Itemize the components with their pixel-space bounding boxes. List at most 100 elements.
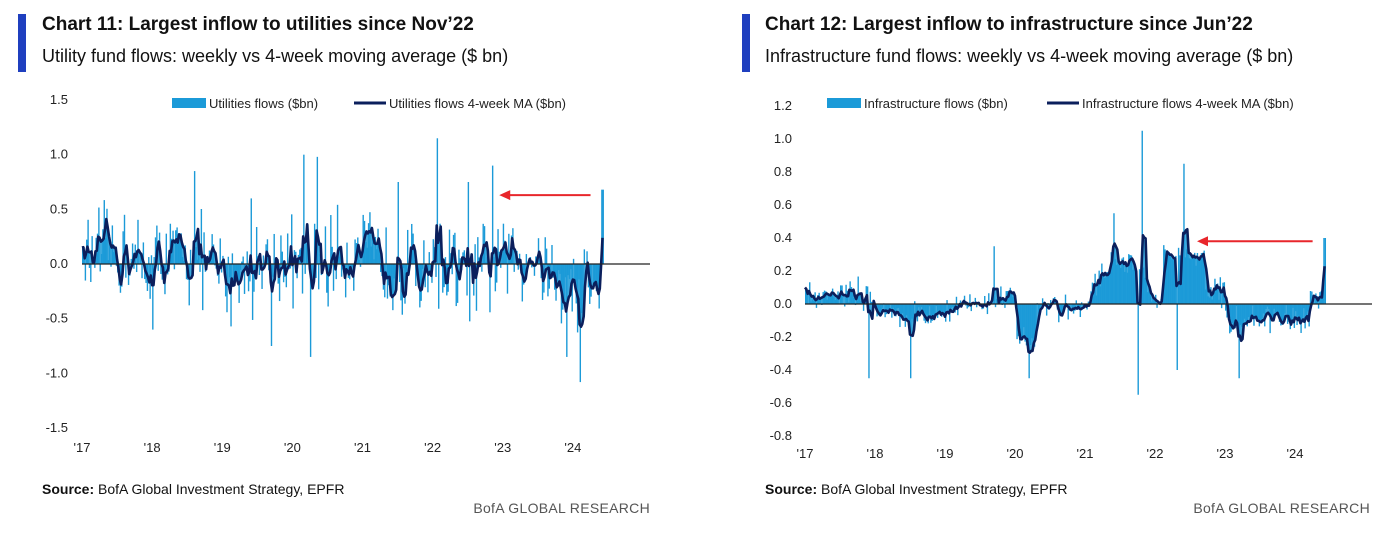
legend-bar-swatch xyxy=(827,98,861,108)
weekly-flow-bar xyxy=(868,304,870,379)
chart-title: Chart 12: Largest inflow to infrastructu… xyxy=(765,14,1253,35)
weekly-flow-bar xyxy=(354,239,356,264)
weekly-flow-bar xyxy=(1064,294,1067,304)
weekly-flow-bar xyxy=(386,264,389,299)
weekly-flow-bar xyxy=(966,304,968,309)
legend-bar-swatch xyxy=(172,98,206,108)
weekly-flow-bar xyxy=(385,227,387,264)
legend-bar-label: Infrastructure flows ($bn) xyxy=(864,96,1008,111)
weekly-flow-bar xyxy=(258,264,261,275)
weekly-flow-bar xyxy=(330,215,332,264)
source-text: BofA Global Investment Strategy, EPFR xyxy=(94,481,345,497)
weekly-flow-bar xyxy=(466,264,468,296)
ma-line xyxy=(81,217,604,328)
weekly-flow-bar xyxy=(242,256,244,264)
weekly-flow-bar xyxy=(415,264,417,287)
weekly-flow-bar xyxy=(477,237,479,264)
weekly-flow-bar xyxy=(458,249,460,264)
weekly-flow-bar xyxy=(946,300,948,304)
weekly-flow-bar xyxy=(1137,304,1139,395)
chart-subtitle: Utility fund flows: weekly vs 4-week mov… xyxy=(42,46,509,66)
weekly-flow-bar xyxy=(88,264,91,268)
title-accent-bar xyxy=(18,14,26,72)
chart-11-panel: Chart 11: Largest inflow to utilities si… xyxy=(0,0,680,543)
annotation-arrow-head xyxy=(1197,236,1208,247)
source-text: BofA Global Investment Strategy, EPFR xyxy=(817,481,1068,497)
weekly-flow-bar xyxy=(481,264,483,272)
chart-subtitle: Infrastructure fund flows: weekly vs 4-w… xyxy=(765,46,1294,66)
weekly-flow-bar xyxy=(336,204,339,264)
weekly-flow-bar xyxy=(862,304,865,311)
weekly-flow-bar xyxy=(165,233,168,264)
weekly-flow-bar xyxy=(1080,302,1083,304)
weekly-flow-bar xyxy=(135,264,138,273)
weekly-flow-bar xyxy=(975,304,978,308)
y-tick-label: 0.0 xyxy=(774,296,792,311)
y-tick-label: 0.2 xyxy=(774,263,792,278)
y-tick-label: -0.2 xyxy=(770,329,792,344)
weekly-flow-bar xyxy=(157,264,159,271)
x-tick-label: '22 xyxy=(1147,446,1164,461)
weekly-flow-bar xyxy=(255,227,258,264)
weekly-flow-bar xyxy=(301,264,304,294)
weekly-flow-bar xyxy=(188,264,190,306)
weekly-flow-bar xyxy=(285,264,288,288)
weekly-flow-bar xyxy=(398,264,401,283)
weekly-flow-bar xyxy=(467,182,470,264)
weekly-flow-bar xyxy=(423,240,425,264)
weekly-flow-bar xyxy=(1041,298,1044,304)
x-tick-label: '24 xyxy=(564,440,581,455)
weekly-flow-bar xyxy=(340,264,343,277)
x-tick-label: '17 xyxy=(74,440,91,455)
weekly-flow-bar xyxy=(309,264,312,357)
legend-bar-label: Utilities flows ($bn) xyxy=(209,96,318,111)
brand-label: BofA GLOBAL RESEARCH xyxy=(1193,500,1370,516)
x-tick-label: '18 xyxy=(144,440,161,455)
weekly-flow-bar xyxy=(994,304,997,308)
x-tick-label: '19 xyxy=(214,440,231,455)
weekly-flow-bar xyxy=(327,264,329,307)
weekly-flow-bar xyxy=(1220,304,1223,309)
x-tick-label: '20 xyxy=(1007,446,1024,461)
weekly-flow-bar xyxy=(400,264,402,301)
weekly-flow-bar xyxy=(451,264,453,275)
weekly-flow-bar xyxy=(270,264,273,346)
x-tick-label: '21 xyxy=(354,440,371,455)
weekly-flow-bar xyxy=(495,264,498,283)
weekly-flow-bar xyxy=(313,223,316,264)
weekly-flow-bar xyxy=(1309,291,1312,304)
weekly-flow-bar xyxy=(1225,304,1227,311)
weekly-flow-bar xyxy=(459,258,461,264)
x-tick-label: '17 xyxy=(797,446,814,461)
y-tick-label: 1.0 xyxy=(50,147,68,162)
weekly-flow-bar xyxy=(131,243,134,264)
weekly-flow-bar xyxy=(1000,286,1002,304)
weekly-flow-bar xyxy=(583,249,586,264)
weekly-flow-bar xyxy=(1238,304,1240,379)
weekly-flow-bar xyxy=(844,304,846,307)
weekly-flow-bar xyxy=(475,264,478,311)
weekly-flow-bar xyxy=(967,304,970,308)
weekly-flow-bar xyxy=(153,257,155,264)
weekly-flow-bar xyxy=(203,232,205,264)
annotation-arrow-head xyxy=(499,190,511,201)
weekly-flow-bar xyxy=(531,264,533,268)
weekly-flow-bar xyxy=(1050,300,1052,304)
weekly-flow-bar xyxy=(251,264,254,320)
weekly-flow-bar xyxy=(250,198,252,264)
y-tick-label: -0.4 xyxy=(770,362,792,377)
weekly-flow-bar xyxy=(535,256,537,264)
weekly-flow-bar xyxy=(247,264,250,292)
y-tick-label: 1.5 xyxy=(50,92,68,107)
weekly-flow-bar xyxy=(110,264,112,267)
weekly-flow-bar xyxy=(115,264,118,266)
weekly-flow-bar xyxy=(137,219,139,264)
weekly-flow-bar xyxy=(955,296,958,304)
weekly-flow-bar xyxy=(226,264,228,313)
x-tick-label: '23 xyxy=(494,440,511,455)
weekly-flow-bar xyxy=(199,264,201,272)
weekly-flow-bar xyxy=(123,214,126,264)
weekly-flow-bar xyxy=(1156,304,1158,308)
weekly-flow-bar xyxy=(231,253,234,264)
weekly-flow-bar xyxy=(141,264,143,279)
